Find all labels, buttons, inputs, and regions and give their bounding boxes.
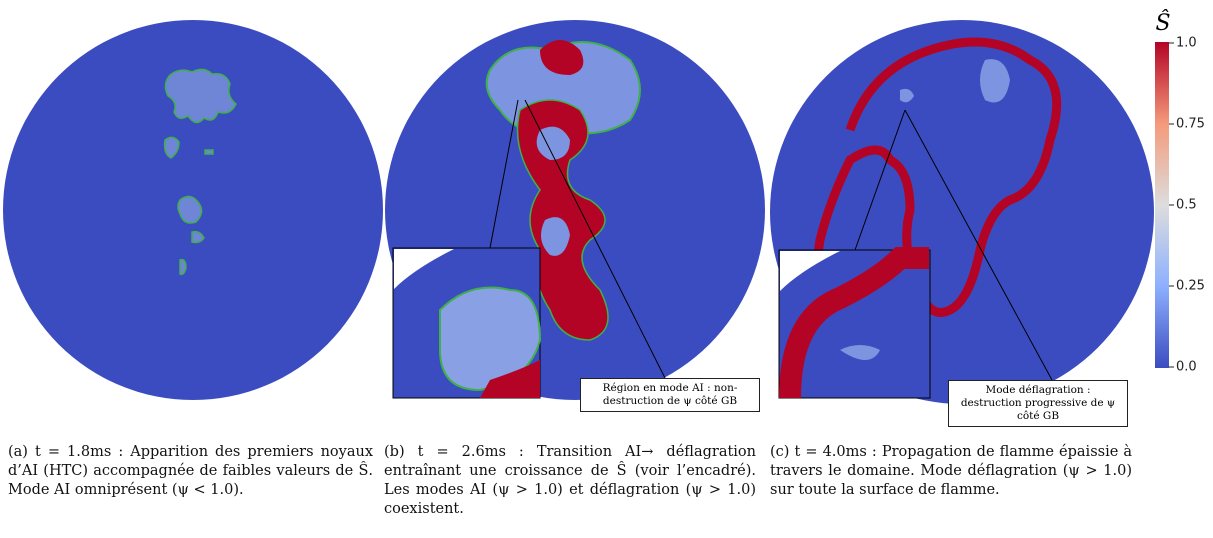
colorbar-tick-label: 0.75 bbox=[1176, 117, 1205, 132]
colorbar-tick-label: 1.0 bbox=[1176, 36, 1197, 51]
colorbar-title: Ŝ bbox=[1155, 9, 1170, 36]
panel-b-image bbox=[385, 20, 765, 400]
colorbar-gradient bbox=[1155, 42, 1169, 368]
annotation: Région en mode AI : non-destruction de ψ… bbox=[580, 378, 760, 412]
colorbar-tick-label: 0.25 bbox=[1176, 279, 1205, 294]
panel-a-image bbox=[3, 20, 383, 400]
annotation: Mode déflagration : destruction progress… bbox=[948, 380, 1128, 427]
caption: (c) t = 4.0ms : Propagation de flamme ép… bbox=[770, 444, 1132, 498]
colorbar-tick-label: 0.0 bbox=[1176, 360, 1197, 375]
panel-c-image bbox=[770, 20, 1154, 404]
caption: (a) t = 1.8ms : Apparition des premiers … bbox=[8, 444, 373, 498]
caption: (b) t = 2.6ms : Transition AI→ déflagrat… bbox=[384, 444, 756, 517]
colorbar-tick-label: 0.5 bbox=[1176, 198, 1197, 213]
colorbar: Ŝ 1.0 0.75 0.5 0.25 0.0 bbox=[1155, 9, 1205, 375]
